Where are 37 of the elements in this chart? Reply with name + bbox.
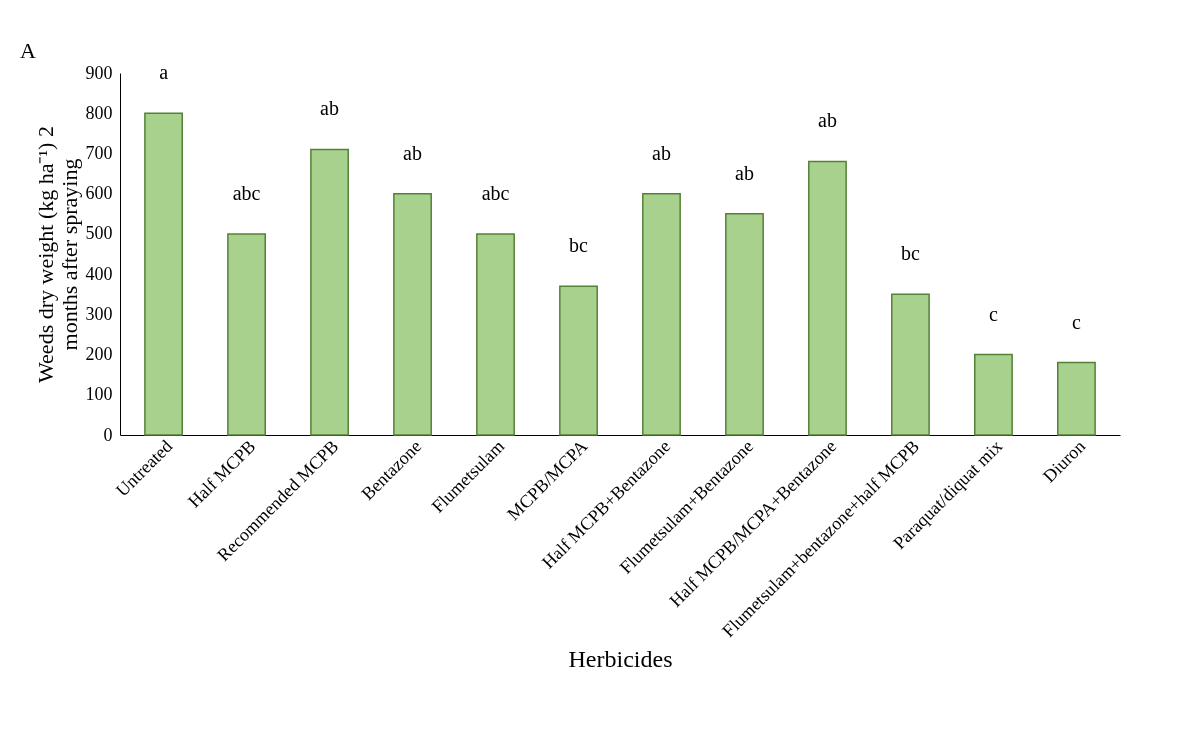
bar <box>1057 361 1096 436</box>
bar <box>227 233 266 436</box>
bar <box>476 233 515 436</box>
y-tick-label: 600 <box>85 183 113 204</box>
data-label: ab <box>735 161 754 184</box>
y-tick-label: 200 <box>85 344 113 365</box>
data-label: ab <box>652 141 671 164</box>
bar <box>642 192 681 436</box>
y-axis-title: Weeds dry weight (kg ha⁻¹) 2 months after spraying <box>32 126 82 383</box>
bar <box>808 160 847 436</box>
y-tick-label: 0 <box>103 424 113 445</box>
bar <box>974 353 1013 436</box>
y-tick-label: 400 <box>85 263 113 284</box>
x-axis-title: Herbicides <box>568 645 673 672</box>
y-tick-label: 700 <box>85 142 113 163</box>
data-label: a <box>159 61 169 84</box>
y-tick-label: 900 <box>85 62 113 83</box>
y-tick-label: 800 <box>85 102 113 123</box>
data-label: ab <box>320 97 339 120</box>
data-label: abc <box>232 181 261 204</box>
data-label: bc <box>569 234 589 257</box>
y-tick-label: 300 <box>85 303 113 324</box>
bar <box>310 148 349 436</box>
data-label: c <box>1071 310 1081 333</box>
text: A <box>20 38 36 63</box>
bar <box>393 192 432 436</box>
bar <box>725 213 764 436</box>
bar <box>559 285 598 436</box>
data-label: ab <box>403 141 422 164</box>
data-label: abc <box>481 181 510 204</box>
data-label: bc <box>901 242 921 265</box>
data-label: ab <box>818 109 837 132</box>
y-tick-label: 100 <box>85 384 113 405</box>
data-label: c <box>989 302 998 325</box>
bar <box>144 112 183 436</box>
y-tick-label: 500 <box>85 223 113 244</box>
bar <box>891 293 930 436</box>
